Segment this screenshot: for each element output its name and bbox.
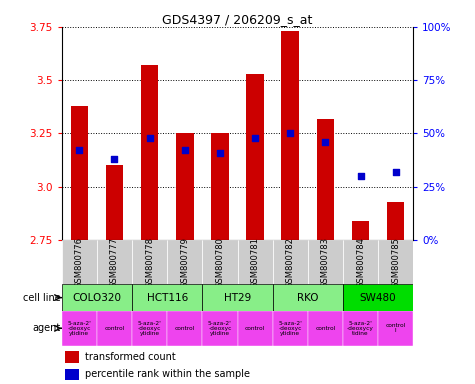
Bar [316,119,334,240]
Bar [273,284,343,311]
Bar [141,65,158,240]
Text: RKO: RKO [297,293,319,303]
Point [111,156,118,162]
Text: GSM800781: GSM800781 [251,237,259,288]
Text: control: control [245,326,265,331]
Bar [378,240,413,284]
Bar [281,31,299,240]
Text: GSM800780: GSM800780 [216,237,224,288]
Text: control
l: control l [386,323,406,333]
Text: control: control [104,326,124,331]
Bar [202,311,238,346]
Text: 5-aza-2'
-deoxycy
tidine: 5-aza-2' -deoxycy tidine [347,321,374,336]
Point [322,139,329,145]
Bar [273,311,308,346]
Text: GSM800785: GSM800785 [391,237,400,288]
Text: 5-aza-2'
-deoxyc
ytidine: 5-aza-2' -deoxyc ytidine [138,321,162,336]
Text: GSM800784: GSM800784 [356,237,365,288]
Bar [97,311,132,346]
Point [286,131,294,137]
Bar [176,134,194,240]
Bar [308,311,343,346]
Text: GSM800776: GSM800776 [75,237,84,288]
Text: HT29: HT29 [224,293,251,303]
Bar [202,240,238,284]
Text: SW480: SW480 [360,293,397,303]
Text: GSM800778: GSM800778 [145,237,154,288]
Bar [202,284,273,311]
Text: GSM800783: GSM800783 [321,237,330,288]
Text: COLO320: COLO320 [72,293,122,303]
Bar [167,240,202,284]
Point [251,135,259,141]
Text: transformed count: transformed count [85,352,175,362]
Point [181,147,189,154]
Bar [132,311,167,346]
Bar [62,240,97,284]
Bar [352,221,369,240]
Bar [65,351,79,363]
Text: 5-aza-2'
-deoxyc
ytidine: 5-aza-2' -deoxyc ytidine [208,321,232,336]
Bar [97,240,132,284]
Bar [62,284,132,311]
Bar [211,134,228,240]
Text: control: control [175,326,195,331]
Bar [247,74,264,240]
Point [76,147,83,154]
Bar [387,202,404,240]
Point [146,135,153,141]
Text: cell line: cell line [23,293,61,303]
Text: HCT116: HCT116 [147,293,188,303]
Text: GSM800782: GSM800782 [286,237,294,288]
Bar [238,240,273,284]
Bar [105,166,124,240]
Bar [273,240,308,284]
Bar [167,311,202,346]
Text: 5-aza-2'
-deoxyc
ytidine: 5-aza-2' -deoxyc ytidine [67,321,91,336]
Text: control: control [315,326,335,331]
Bar [71,106,88,240]
Bar [132,284,202,311]
Text: agent: agent [33,323,61,333]
Bar [65,369,79,380]
Text: GSM800779: GSM800779 [180,237,189,288]
Point [392,169,399,175]
Text: 5-aza-2'
-deoxyc
ytidine: 5-aza-2' -deoxyc ytidine [278,321,302,336]
Bar [343,311,378,346]
Bar [238,311,273,346]
Point [216,149,224,156]
Point [357,173,364,179]
Bar [378,311,413,346]
Bar [343,284,413,311]
Bar [62,311,97,346]
Text: GSM800777: GSM800777 [110,237,119,288]
Title: GDS4397 / 206209_s_at: GDS4397 / 206209_s_at [162,13,313,26]
Text: percentile rank within the sample: percentile rank within the sample [85,369,249,379]
Bar [308,240,343,284]
Bar [132,240,167,284]
Bar [343,240,378,284]
